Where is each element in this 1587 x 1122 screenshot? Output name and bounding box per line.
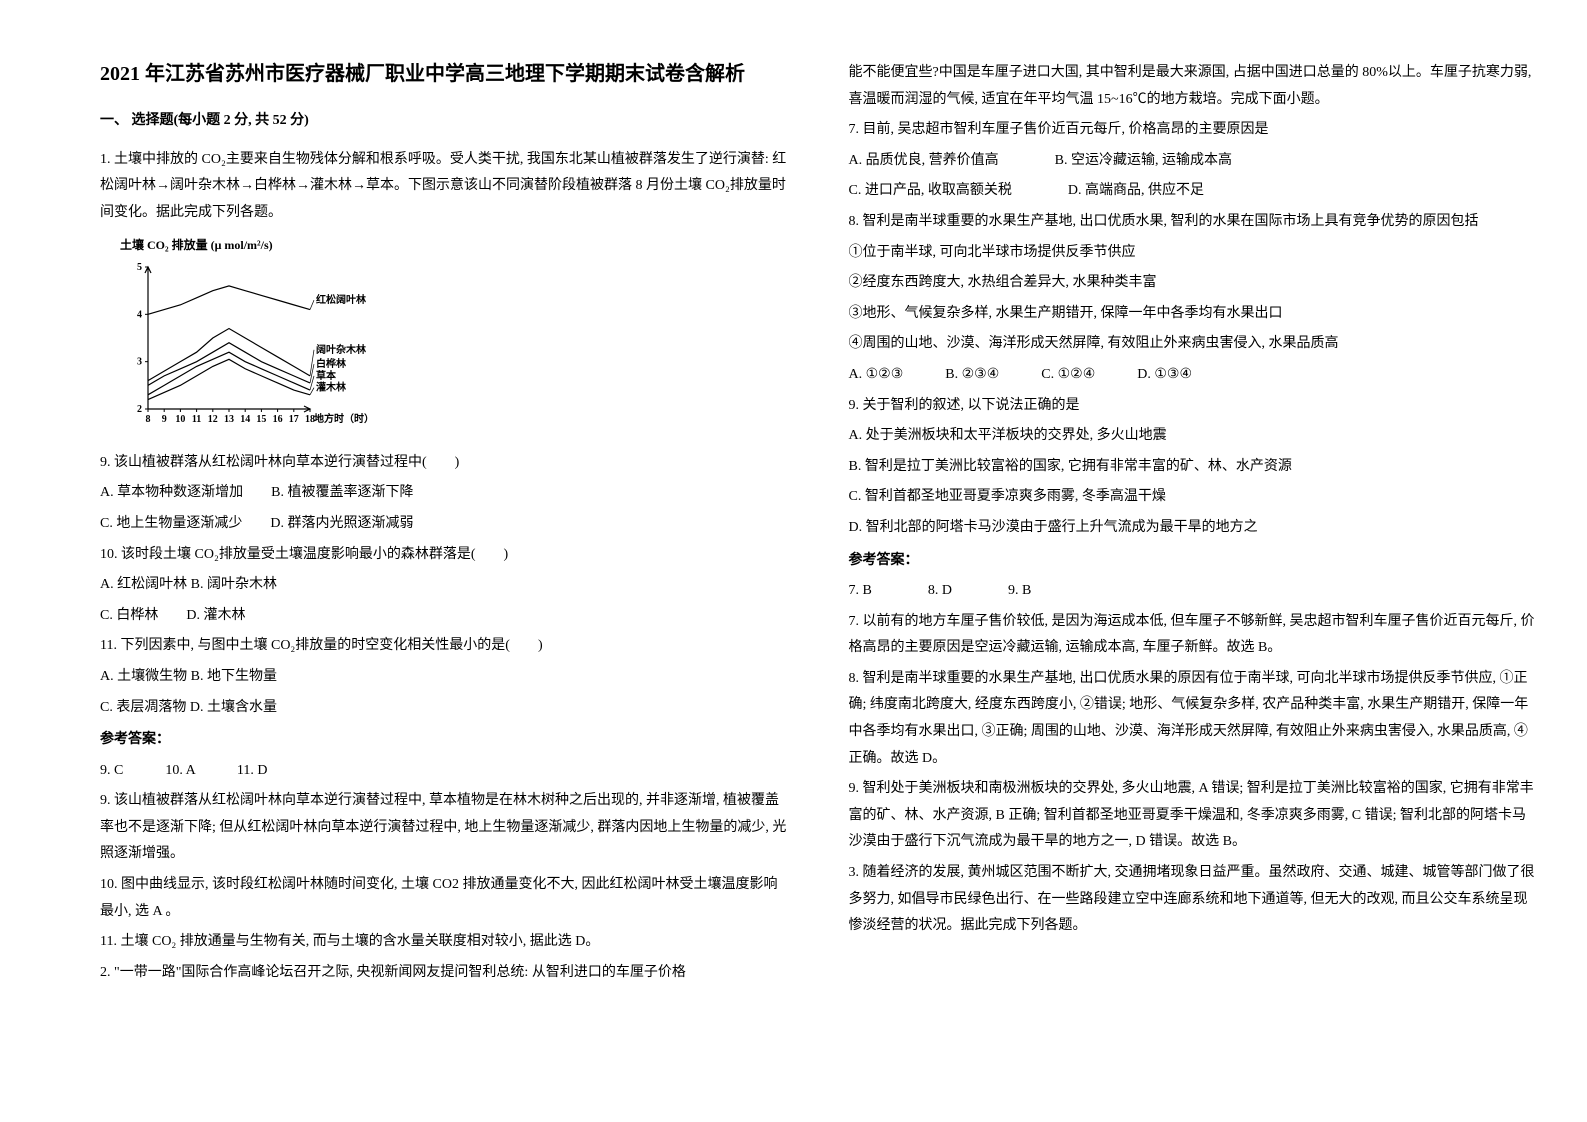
svg-text:8: 8 [146,414,151,425]
right-column: 能不能便宜些?中国是车厘子进口大国, 其中智利是最大来源国, 占据中国进口总量的… [819,60,1538,1072]
q8: 8. 智利是南半球重要的水果生产基地, 出口优质水果, 智利的水果在国际市场上具… [849,209,1538,236]
q1-intro: 1. 土壤中排放的 CO₂主要来自生物残体分解和根系呼吸。受人类干扰, 我国东北… [100,147,789,227]
svg-text:16: 16 [273,414,283,425]
answer-header-2: 参考答案： [849,548,1538,575]
q10-opt-a: A. 红松阔叶林 B. 阔叶杂木林 [100,572,789,599]
q9r-d: D. 智利北部的阿塔卡马沙漠由于盛行上升气流成为最干旱的地方之 [849,515,1538,542]
svg-text:12: 12 [208,414,218,425]
q11-opt-b: C. 表层凋落物 D. 土壤含水量 [100,695,789,722]
q8-1: ①位于南半球, 可向北半球市场提供反季节供应 [849,240,1538,267]
svg-text:草本: 草本 [316,369,337,382]
ans2-8: 8. 智利是南半球重要的水果生产基地, 出口优质水果的原因有位于南半球, 可向北… [849,666,1538,772]
svg-text:2: 2 [137,404,142,415]
line-chart: 234589101112131415161718地方时（时）红松阔叶林阔叶杂木林… [120,261,380,431]
q3-intro: 3. 随着经济的发展, 黄州城区范围不断扩大, 交通拥堵现象日益严重。虽然政府、… [849,860,1538,940]
svg-text:白桦林: 白桦林 [316,357,347,370]
q9r-a: A. 处于美洲板块和太平洋板块的交界处, 多火山地震 [849,423,1538,450]
ans-exp-11: 11. 土壤 CO₂ 排放通量与生物有关, 而与土壤的含水量关联度相对较小, 据… [100,929,789,956]
svg-text:4: 4 [137,310,142,321]
svg-text:17: 17 [289,414,299,425]
q7: 7. 目前, 吴忠超市智利车厘子售价近百元每斤, 价格高昂的主要原因是 [849,117,1538,144]
svg-text:灌木林: 灌木林 [316,381,347,394]
svg-text:10: 10 [175,414,185,425]
q8-3: ③地形、气候复杂多样, 水果生产期错开, 保障一年中各季均有水果出口 [849,301,1538,328]
answer-line-1: 9. C 10. A 11. D [100,758,789,785]
q9r: 9. 关于智利的叙述, 以下说法正确的是 [849,393,1538,420]
svg-text:9: 9 [162,414,167,425]
q9: 9. 该山植被群落从红松阔叶林向草本逆行演替过程中( ) [100,450,789,477]
svg-text:地方时（时）: 地方时（时） [314,412,374,425]
svg-text:3: 3 [137,357,142,368]
svg-text:13: 13 [224,414,234,425]
q10-opt-b: C. 白桦林 D. 灌木林 [100,603,789,630]
svg-text:阔叶杂木林: 阔叶杂木林 [316,343,367,356]
ans-exp-10: 10. 图中曲线显示, 该时段红松阔叶林随时间变化, 土壤 CO2 排放通量变化… [100,872,789,925]
answer-header-1: 参考答案： [100,727,789,754]
ans-exp-9: 9. 该山植被群落从红松阔叶林向草本逆行演替过程中, 草本植物是在林木树种之后出… [100,788,789,868]
q9r-b: B. 智利是拉丁美洲比较富裕的国家, 它拥有非常丰富的矿、林、水产资源 [849,454,1538,481]
left-column: 2021 年江苏省苏州市医疗器械厂职业中学高三地理下学期期末试卷含解析 一、 选… [100,60,819,1072]
chart-title: 土壤 CO₂ 排放量 (μ mol/m²/s) [120,234,789,257]
section-header: 一、 选择题(每小题 2 分, 共 52 分) [100,108,789,135]
svg-text:红松阔叶林: 红松阔叶林 [316,293,367,306]
q2-cont: 能不能便宜些?中国是车厘子进口大国, 其中智利是最大来源国, 占据中国进口总量的… [849,60,1538,113]
q7-opt-a: A. 品质优良, 营养价值高 B. 空运冷藏运输, 运输成本高 [849,148,1538,175]
q10: 10. 该时段土壤 CO₂排放量受土壤温度影响最小的森林群落是( ) [100,542,789,569]
svg-text:14: 14 [240,414,250,425]
svg-text:5: 5 [137,262,142,273]
q2-intro: 2. "一带一路"国际合作高峰论坛召开之际, 央视新闻网友提问智利总统: 从智利… [100,960,789,987]
svg-text:15: 15 [256,414,266,425]
ans2-9: 9. 智利处于美洲板块和南极洲板块的交界处, 多火山地震, A 错误; 智利是拉… [849,776,1538,856]
q8-4: ④周围的山地、沙漠、海洋形成天然屏障, 有效阻止外来病虫害侵入, 水果品质高 [849,331,1538,358]
q9-opt-a: A. 草本物种数逐渐增加 B. 植被覆盖率逐渐下降 [100,480,789,507]
answer-line-2: 7. B 8. D 9. B [849,578,1538,605]
doc-title: 2021 年江苏省苏州市医疗器械厂职业中学高三地理下学期期末试卷含解析 [100,60,789,88]
svg-text:11: 11 [192,414,201,425]
q8-opts: A. ①②③ B. ②③④ C. ①②④ D. ①③④ [849,362,1538,389]
q9-opt-b: C. 地上生物量逐渐减少 D. 群落内光照逐渐减弱 [100,511,789,538]
chart-wrap: 土壤 CO₂ 排放量 (μ mol/m²/s) 2 3 4 5 89 10 11 12 13 14… [120,234,789,441]
q11: 11. 下列因素中, 与图中土壤 CO₂排放量的时空变化相关性最小的是( ) [100,633,789,660]
q11-opt-a: A. 土壤微生物 B. 地下生物量 [100,664,789,691]
q8-2: ②经度东西跨度大, 水热组合差异大, 水果种类丰富 [849,270,1538,297]
q7-opt-b: C. 进口产品, 收取高额关税 D. 高端商品, 供应不足 [849,178,1538,205]
ans2-7: 7. 以前有的地方车厘子售价较低, 是因为海运成本低, 但车厘子不够新鲜, 吴忠… [849,609,1538,662]
q9r-c: C. 智利首都圣地亚哥夏季凉爽多雨雾, 冬季高温干燥 [849,484,1538,511]
